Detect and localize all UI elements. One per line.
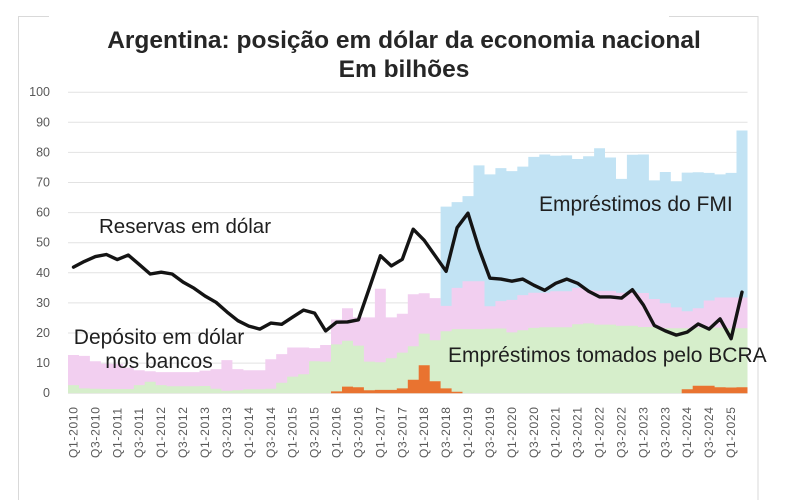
svg-text:Q3-2023: Q3-2023 xyxy=(658,406,672,458)
svg-text:Q3-2019: Q3-2019 xyxy=(483,406,497,458)
svg-text:40: 40 xyxy=(36,266,50,280)
svg-text:Q1-2013: Q1-2013 xyxy=(198,406,212,458)
svg-text:Q1-2014: Q1-2014 xyxy=(242,406,256,458)
svg-text:100: 100 xyxy=(29,85,50,99)
svg-text:Q1-2018: Q1-2018 xyxy=(417,406,431,458)
svg-text:Q1-2025: Q1-2025 xyxy=(724,406,738,458)
svg-text:30: 30 xyxy=(36,296,50,310)
svg-text:Q1-2012: Q1-2012 xyxy=(154,406,168,458)
svg-text:Q3-2013: Q3-2013 xyxy=(220,406,234,458)
svg-text:90: 90 xyxy=(36,115,50,129)
svg-text:70: 70 xyxy=(36,176,50,190)
svg-text:Q1-2021: Q1-2021 xyxy=(549,406,563,458)
svg-text:50: 50 xyxy=(36,236,50,250)
svg-text:0: 0 xyxy=(43,386,50,400)
svg-text:Q3-2015: Q3-2015 xyxy=(308,406,322,458)
svg-text:Q1-2017: Q1-2017 xyxy=(373,406,387,458)
svg-text:Q1-2022: Q1-2022 xyxy=(593,406,607,458)
svg-text:Q3-2017: Q3-2017 xyxy=(395,406,409,458)
svg-text:Q1-2020: Q1-2020 xyxy=(505,406,519,458)
svg-text:Q1-2019: Q1-2019 xyxy=(461,406,475,458)
svg-text:Q1-2015: Q1-2015 xyxy=(286,406,300,458)
svg-text:Q3-2020: Q3-2020 xyxy=(527,406,541,458)
svg-text:Q1-2010: Q1-2010 xyxy=(67,406,81,458)
svg-text:Q3-2012: Q3-2012 xyxy=(176,406,190,458)
svg-text:10: 10 xyxy=(36,356,50,370)
svg-text:Q3-2022: Q3-2022 xyxy=(615,406,629,458)
svg-text:Q3-2014: Q3-2014 xyxy=(264,406,278,458)
svg-text:Q3-2024: Q3-2024 xyxy=(702,406,716,458)
svg-text:Q1-2024: Q1-2024 xyxy=(680,406,694,458)
svg-text:60: 60 xyxy=(36,206,50,220)
svg-text:20: 20 xyxy=(36,326,50,340)
svg-text:Q3-2011: Q3-2011 xyxy=(132,407,146,458)
svg-text:Q1-2023: Q1-2023 xyxy=(636,406,650,458)
svg-text:Q3-2010: Q3-2010 xyxy=(88,406,102,458)
svg-text:Q3-2021: Q3-2021 xyxy=(571,406,585,458)
svg-text:80: 80 xyxy=(36,145,50,159)
svg-text:Q3-2016: Q3-2016 xyxy=(351,406,365,458)
svg-text:Q3-2018: Q3-2018 xyxy=(439,406,453,458)
svg-text:Q1-2011: Q1-2011 xyxy=(110,407,124,458)
svg-text:Q1-2016: Q1-2016 xyxy=(330,406,344,458)
